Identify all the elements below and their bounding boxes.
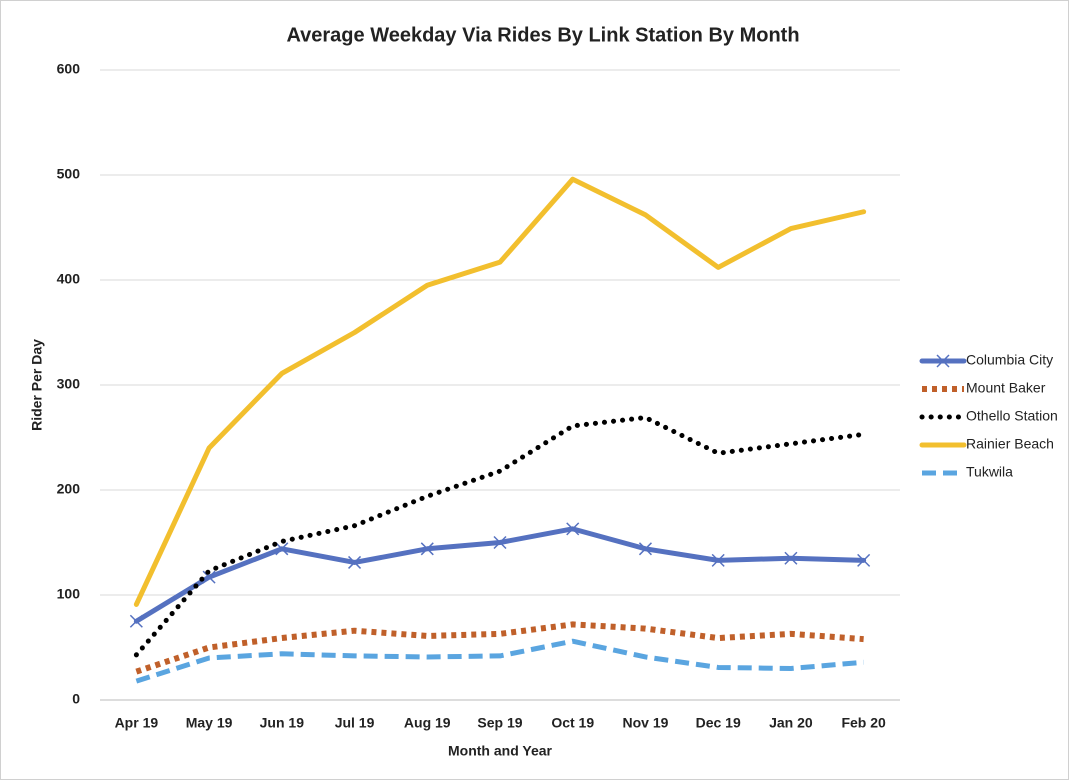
- y-tick-label: 100: [57, 586, 81, 602]
- series-line: [133, 176, 867, 607]
- legend-marker: [936, 354, 950, 368]
- point-marker: [348, 555, 362, 569]
- point-marker: [493, 535, 507, 550]
- x-tick-label: Aug 19: [404, 715, 451, 731]
- legend-label: Tukwila: [966, 464, 1013, 480]
- point-marker: [711, 553, 725, 567]
- x-tick-label: Nov 19: [622, 715, 668, 731]
- legend-label: Mount Baker: [966, 380, 1046, 396]
- x-tick-label: Jun 19: [260, 715, 305, 731]
- legend-label: Columbia City: [966, 352, 1053, 368]
- y-tick-label: 0: [72, 691, 80, 707]
- x-tick-label: May 19: [186, 715, 233, 731]
- point-marker: [857, 553, 871, 567]
- y-tick-label: 500: [57, 166, 81, 182]
- x-tick-label: Apr 19: [115, 715, 159, 731]
- series-line: [135, 638, 864, 684]
- x-tick-label: Jan 20: [769, 715, 813, 731]
- y-tick-label: 300: [57, 376, 81, 392]
- chart-title: Average Weekday Via Rides By Link Statio…: [286, 24, 799, 46]
- legend-label: Othello Station: [966, 408, 1058, 424]
- y-tick-label: 400: [57, 271, 81, 287]
- y-tick-label: 200: [57, 481, 81, 497]
- point-marker: [129, 614, 143, 628]
- x-tick-label: Dec 19: [696, 715, 741, 731]
- x-tick-label: Feb 20: [841, 715, 886, 731]
- point-marker: [202, 570, 216, 584]
- point-marker: [275, 542, 289, 556]
- y-axis-title: Rider Per Day: [29, 339, 45, 431]
- series-line: [135, 621, 864, 675]
- point-marker: [638, 542, 652, 556]
- x-tick-label: Jul 19: [335, 715, 375, 731]
- legend-label: Rainier Beach: [966, 436, 1054, 452]
- point-marker: [566, 522, 580, 536]
- x-tick-label: Oct 19: [551, 715, 594, 731]
- series-line: [133, 415, 867, 658]
- point-marker: [784, 551, 798, 565]
- y-tick-label: 600: [57, 61, 81, 77]
- point-marker: [420, 542, 434, 556]
- x-axis-title: Month and Year: [448, 743, 553, 759]
- x-tick-label: Sep 19: [477, 715, 522, 731]
